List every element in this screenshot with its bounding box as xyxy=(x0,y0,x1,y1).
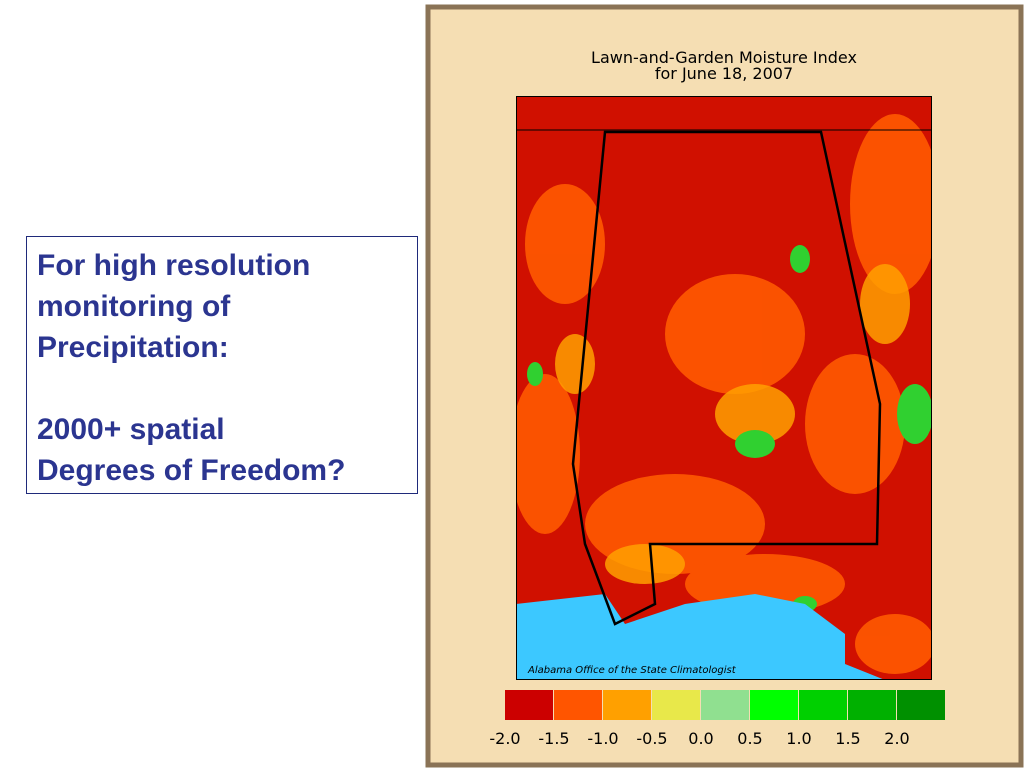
legend-tick-label: 1.5 xyxy=(835,729,860,748)
legend-swatch xyxy=(848,690,896,720)
map-title: for June 18, 2007 xyxy=(655,64,793,83)
legend-swatch xyxy=(750,690,798,720)
legend-tick-label: 2.0 xyxy=(884,729,909,748)
paragraph: For high resolution monitoring of Precipit… xyxy=(37,245,407,368)
text-line: monitoring of xyxy=(37,290,231,323)
legend-swatch xyxy=(505,690,553,720)
text-line: 2000+ spatial xyxy=(37,413,225,446)
text-line: Degrees of Freedom? xyxy=(37,454,346,487)
legend-swatch xyxy=(701,690,749,720)
map-image xyxy=(516,96,932,680)
legend-swatch xyxy=(554,690,602,720)
legend-tick-label: 1.0 xyxy=(786,729,811,748)
legend-tick-label: 0.0 xyxy=(688,729,713,748)
legend-tick-label: -1.5 xyxy=(538,729,569,748)
legend-swatch xyxy=(799,690,847,720)
legend-swatch xyxy=(652,690,700,720)
text-line: Precipitation: xyxy=(37,331,229,364)
legend-tick-label: 0.5 xyxy=(737,729,762,748)
legend-tick-label: -2.0 xyxy=(489,729,520,748)
map-title: Lawn-and-Garden Moisture Index xyxy=(591,48,857,67)
map-panel: Alabama Office of the State Climatologis… xyxy=(425,4,1024,768)
legend-tick-label: -0.5 xyxy=(636,729,667,748)
map-credit: Alabama Office of the State Climatologis… xyxy=(527,665,737,676)
paragraph: 2000+ spatial Degrees of Freedom? xyxy=(37,409,407,491)
text-box: For high resolution monitoring of Precipit… xyxy=(26,236,418,494)
legend-tick-label: -1.0 xyxy=(587,729,618,748)
legend-swatch xyxy=(603,690,651,720)
text-line: For high resolution xyxy=(37,249,311,282)
legend-swatch xyxy=(897,690,945,720)
